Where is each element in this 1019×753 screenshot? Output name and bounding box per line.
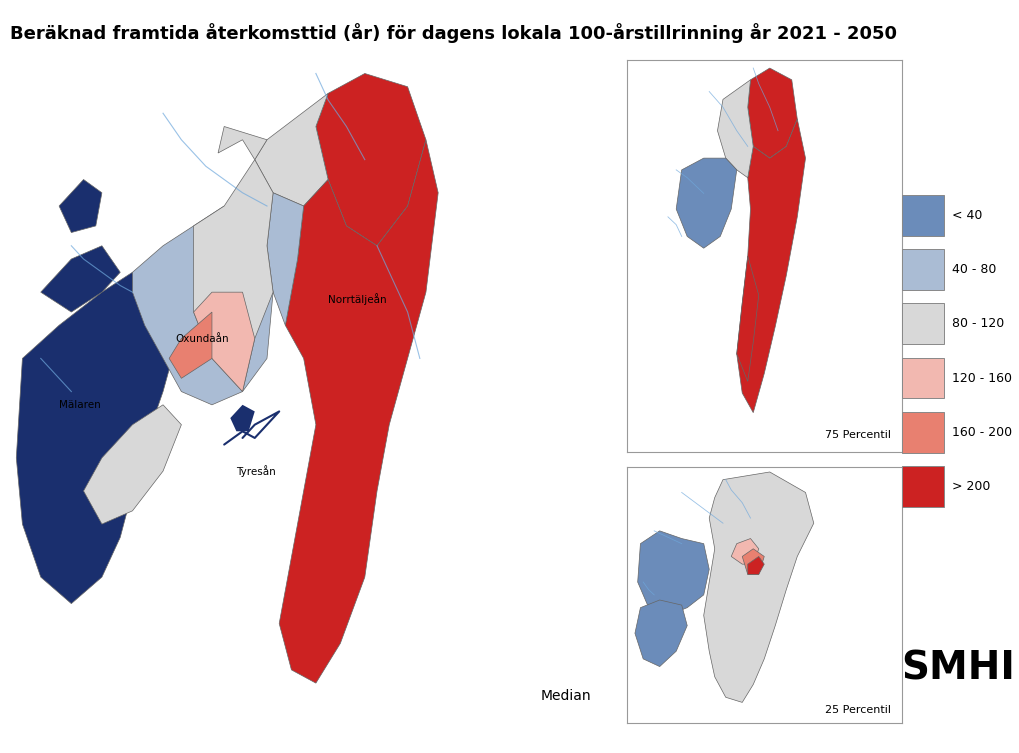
Text: Oxundaån: Oxundaån xyxy=(175,334,229,343)
Polygon shape xyxy=(748,68,797,158)
Text: Norrtäljeån: Norrtäljeån xyxy=(328,293,387,305)
Polygon shape xyxy=(84,405,181,524)
Polygon shape xyxy=(638,531,709,615)
Polygon shape xyxy=(742,549,764,575)
Text: 80 - 120: 80 - 120 xyxy=(952,317,1005,331)
Polygon shape xyxy=(194,160,273,392)
Text: Beräknad framtida återkomsttid (år) för dagens lokala 100-årstillrinning år 2021: Beräknad framtida återkomsttid (år) för … xyxy=(10,23,897,43)
Text: > 200: > 200 xyxy=(952,480,990,493)
Bar xyxy=(902,249,945,290)
Text: Median: Median xyxy=(540,689,591,703)
Polygon shape xyxy=(316,74,426,245)
Bar xyxy=(902,195,945,236)
Bar xyxy=(902,303,945,344)
Text: 25 Percentil: 25 Percentil xyxy=(824,706,891,715)
Polygon shape xyxy=(59,179,102,233)
Polygon shape xyxy=(16,273,181,604)
Polygon shape xyxy=(267,193,304,325)
Polygon shape xyxy=(218,127,267,160)
Polygon shape xyxy=(737,256,759,381)
Polygon shape xyxy=(169,312,212,378)
Bar xyxy=(902,412,945,453)
Polygon shape xyxy=(748,556,764,575)
Polygon shape xyxy=(230,405,255,431)
Text: 75 Percentil: 75 Percentil xyxy=(824,430,891,440)
Text: SMHI: SMHI xyxy=(901,650,1015,687)
Bar xyxy=(902,358,945,398)
Bar xyxy=(902,466,945,507)
Text: Mälaren: Mälaren xyxy=(59,400,101,410)
Polygon shape xyxy=(635,600,687,666)
Text: 160 - 200: 160 - 200 xyxy=(952,425,1013,439)
Polygon shape xyxy=(41,245,120,312)
Text: Tyresån: Tyresån xyxy=(236,465,276,477)
Polygon shape xyxy=(255,93,328,206)
Polygon shape xyxy=(737,119,805,413)
Polygon shape xyxy=(732,538,759,564)
Polygon shape xyxy=(717,80,753,178)
Text: 40 - 80: 40 - 80 xyxy=(952,263,997,276)
Polygon shape xyxy=(132,206,273,405)
Polygon shape xyxy=(194,292,255,392)
Text: 120 - 160: 120 - 160 xyxy=(952,371,1012,385)
Polygon shape xyxy=(704,472,814,703)
Polygon shape xyxy=(677,158,737,248)
Text: < 40: < 40 xyxy=(952,209,982,222)
Polygon shape xyxy=(279,140,438,683)
